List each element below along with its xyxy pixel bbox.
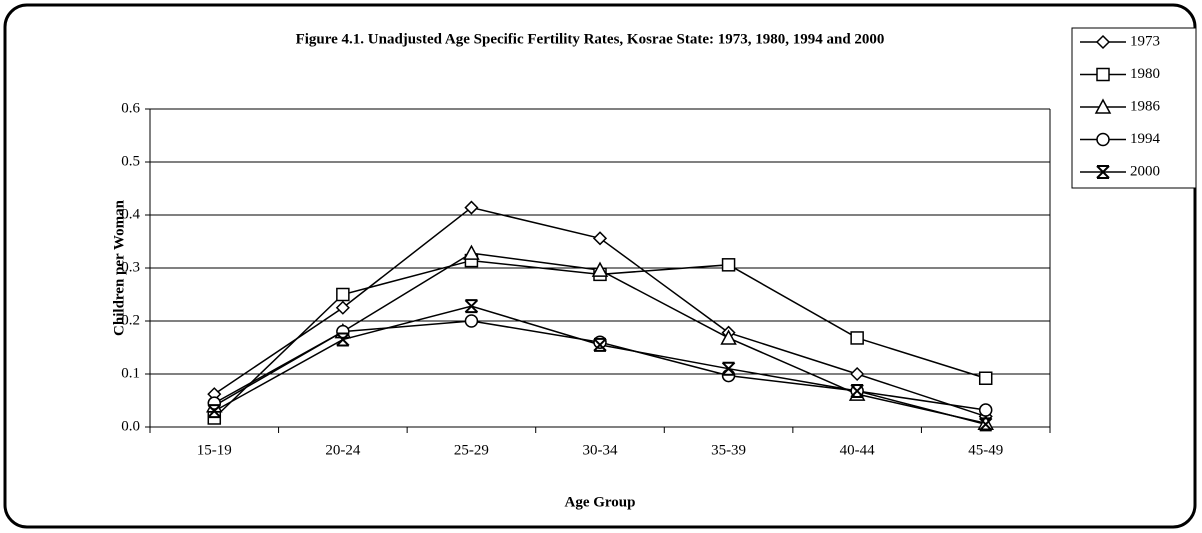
marker-diamond <box>592 231 608 246</box>
marker-triangle <box>1094 98 1112 114</box>
marker-x <box>850 383 864 398</box>
marker-square <box>978 371 993 385</box>
marker-x <box>336 332 350 347</box>
marker-triangle <box>720 329 737 345</box>
chart-title: Figure 4.1. Unadjusted Age Specific Fert… <box>296 31 885 47</box>
marker-diamond <box>1095 34 1111 50</box>
x-axis-label: Age Group <box>565 494 636 510</box>
marker-x <box>207 404 221 419</box>
marker-x <box>464 299 479 314</box>
marker-diamond <box>850 366 865 382</box>
legend-box <box>1071 27 1197 189</box>
marker-x <box>721 361 736 376</box>
x-tick-label: 35-39 <box>711 442 746 458</box>
marker-circle <box>207 396 222 410</box>
marker-square <box>721 258 736 272</box>
marker-circle <box>336 324 350 339</box>
marker-square <box>336 287 350 302</box>
y-tick-label: 0.5 <box>121 153 140 169</box>
y-tick-label: 0.2 <box>121 312 140 328</box>
x-tick-label: 30-34 <box>583 442 618 458</box>
marker-circle <box>978 403 993 417</box>
marker-circle <box>1096 132 1110 147</box>
y-tick-label: 0.1 <box>121 365 140 381</box>
x-tick-label: 20-24 <box>325 442 360 458</box>
marker-triangle <box>591 261 609 277</box>
marker-x <box>979 417 993 432</box>
y-tick-label: 0.4 <box>121 206 140 222</box>
marker-x <box>593 337 607 352</box>
y-axis-label: Children per Woman <box>111 199 127 336</box>
x-tick-label: 45-49 <box>968 442 1003 458</box>
marker-diamond <box>464 200 479 215</box>
marker-circle <box>464 314 479 328</box>
legend-label: 1986 <box>1130 98 1161 114</box>
y-tick-label: 0.0 <box>121 418 140 434</box>
marker-square <box>1096 67 1110 82</box>
marker-square <box>850 331 864 345</box>
marker-triangle <box>977 414 994 431</box>
legend-label: 2000 <box>1130 163 1160 179</box>
x-tick-label: 15-19 <box>197 442 232 458</box>
y-tick-label: 0.3 <box>121 259 140 275</box>
x-tick-label: 25-29 <box>454 442 489 458</box>
x-tick-label: 40-44 <box>840 442 875 458</box>
marker-diamond <box>335 300 350 315</box>
legend-label: 1994 <box>1130 131 1161 147</box>
legend-label: 1973 <box>1130 33 1160 49</box>
marker-x <box>1096 165 1110 179</box>
marker-triangle <box>463 244 480 260</box>
y-tick-label: 0.6 <box>121 100 140 116</box>
legend-label: 1980 <box>1130 66 1160 82</box>
